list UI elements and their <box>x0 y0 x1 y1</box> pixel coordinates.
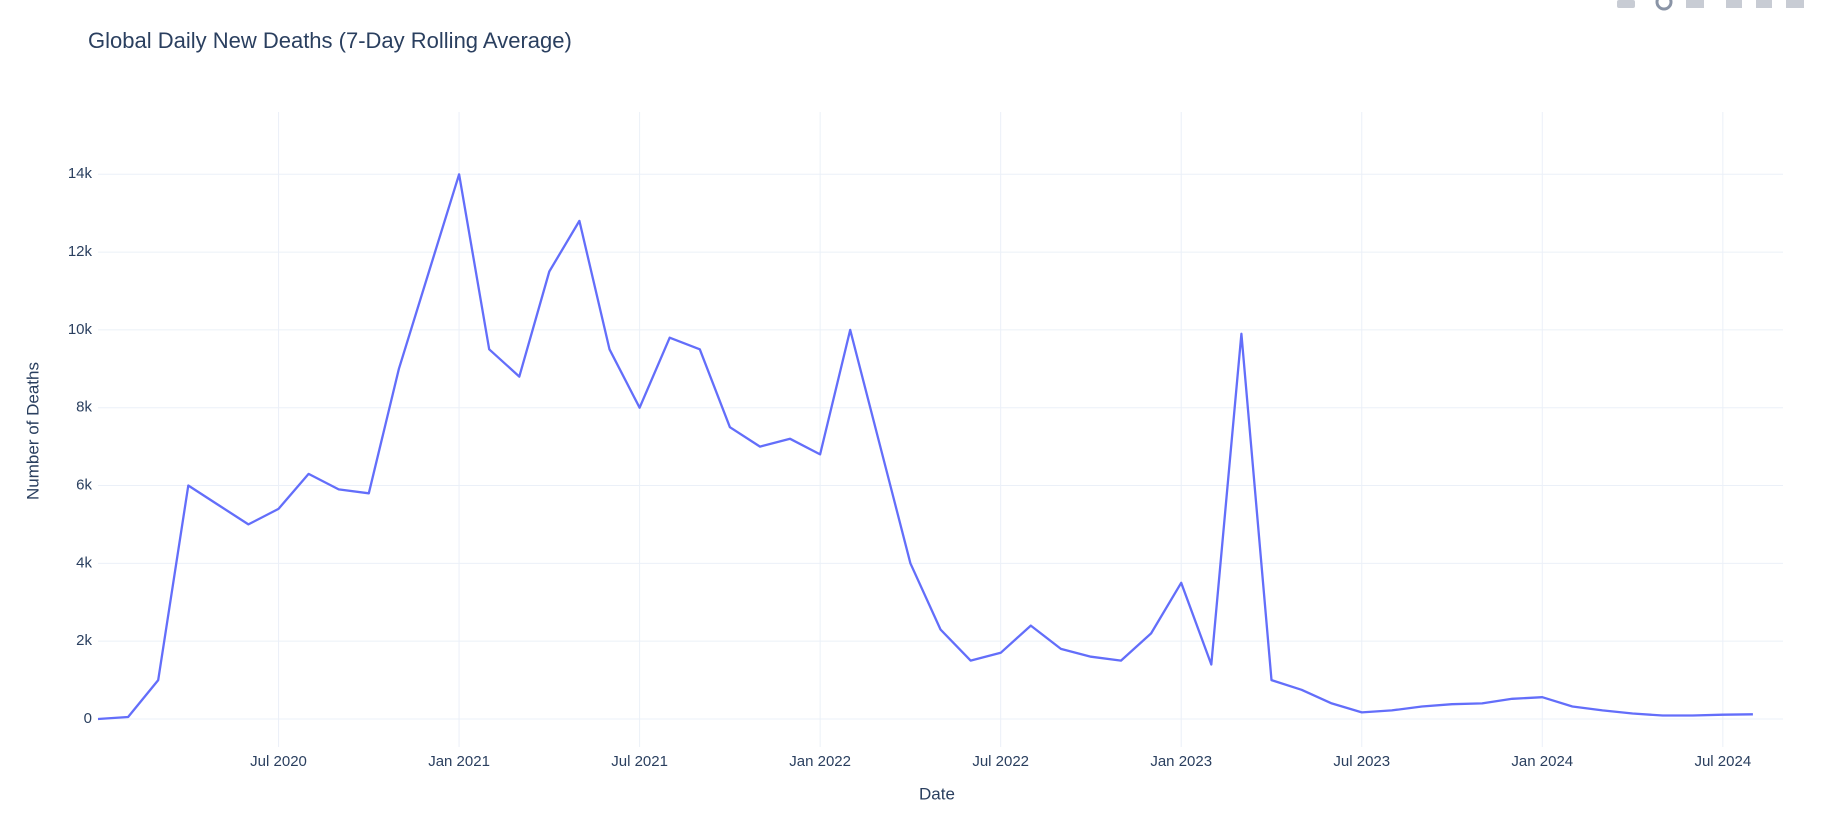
camera-icon[interactable] <box>1617 0 1635 8</box>
y-tick-label: 4k <box>76 554 92 571</box>
y-tick-label: 10k <box>68 321 93 338</box>
data-line <box>97 173 1753 721</box>
y-axis-title: Number of Deaths <box>23 362 42 500</box>
x-tick-label: Jul 2022 <box>972 753 1029 770</box>
modebar[interactable] <box>1617 0 1804 11</box>
zoom-out-icon[interactable] <box>1756 0 1772 8</box>
x-tick-label: Jul 2024 <box>1694 753 1751 770</box>
x-axis-title: Date <box>919 784 955 803</box>
x-tick-label: Jul 2023 <box>1333 753 1390 770</box>
pan-icon[interactable] <box>1686 0 1704 8</box>
x-tick-label: Jan 2022 <box>789 753 851 770</box>
x-tick-label: Jan 2021 <box>428 753 490 770</box>
y-tick-label: 8k <box>76 399 92 416</box>
y-tick-label: 14k <box>68 165 93 182</box>
x-tick-label: Jul 2020 <box>250 753 307 770</box>
y-tick-label: 6k <box>76 476 92 493</box>
zoom-icon[interactable] <box>1655 0 1673 11</box>
y-tick-label: 12k <box>68 243 93 260</box>
zoom-in-icon[interactable] <box>1726 0 1742 8</box>
chart-title: Global Daily New Deaths (7-Day Rolling A… <box>88 28 572 53</box>
x-tick-label: Jul 2021 <box>611 753 668 770</box>
x-tick-label: Jan 2024 <box>1511 753 1573 770</box>
y-tick-label: 0 <box>84 710 92 727</box>
x-tick-label: Jan 2023 <box>1150 753 1212 770</box>
autoscale-icon[interactable] <box>1786 0 1804 8</box>
y-tick-label: 2k <box>76 632 92 649</box>
